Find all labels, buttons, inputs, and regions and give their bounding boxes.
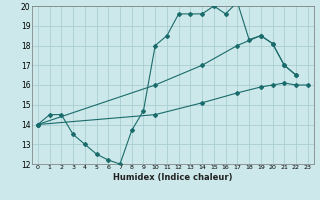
X-axis label: Humidex (Indice chaleur): Humidex (Indice chaleur): [113, 173, 233, 182]
